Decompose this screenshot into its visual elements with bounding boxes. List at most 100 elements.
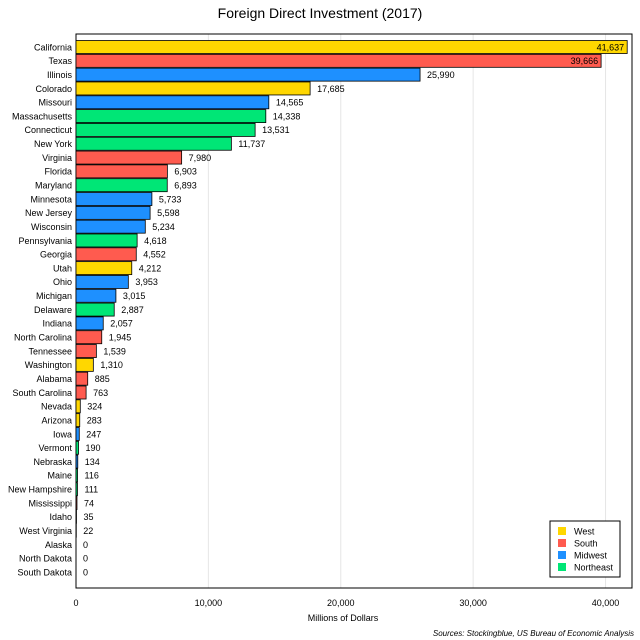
category-label: Missouri	[38, 98, 72, 108]
category-label: Connecticut	[24, 125, 72, 135]
bar-georgia	[75, 247, 137, 262]
bar-illinois	[75, 67, 421, 82]
value-label: 14,338	[273, 111, 301, 121]
value-label: 5,733	[159, 194, 182, 204]
x-tick-label: 30,000	[459, 598, 487, 608]
value-label: 22	[83, 526, 93, 536]
bar-maine	[75, 468, 78, 483]
bar-minnesota	[75, 192, 153, 206]
value-label: 5,234	[152, 222, 175, 232]
category-label: Maryland	[35, 181, 72, 191]
value-label: 6,903	[174, 167, 197, 177]
legend-swatch	[558, 527, 566, 535]
bar-utah	[75, 261, 133, 276]
category-label: North Dakota	[19, 554, 72, 564]
category-label: Ohio	[53, 277, 72, 287]
value-label: 4,552	[143, 250, 166, 260]
bar-delaware	[75, 302, 115, 317]
bar-wisconsin	[75, 219, 146, 234]
value-label: 6,893	[174, 181, 197, 191]
category-label: Idaho	[49, 512, 72, 522]
value-label: 247	[86, 429, 101, 439]
category-label: Washington	[25, 360, 72, 370]
chart-title: Foreign Direct Investment (2017)	[218, 5, 423, 21]
bar-new-jersey	[75, 205, 151, 220]
value-label: 116	[85, 471, 99, 481]
bar-virginia	[75, 150, 183, 165]
bar-iowa	[75, 427, 80, 441]
value-label: 39,666	[571, 56, 599, 66]
bar-new-hampshire	[75, 482, 78, 497]
legend-swatch	[558, 563, 566, 571]
category-label: Tennessee	[28, 346, 72, 356]
category-label: Nevada	[41, 402, 72, 412]
value-label: 4,212	[139, 263, 162, 273]
category-labels: California Texas Illinois Colorado Missouri M…	[8, 42, 73, 577]
bar-nevada	[75, 399, 81, 414]
bar-indiana	[75, 316, 104, 331]
value-label: 0	[83, 567, 88, 577]
category-label: Texas	[48, 56, 72, 66]
category-label: Minnesota	[30, 194, 72, 204]
value-label: 3,015	[123, 291, 146, 301]
category-label: Iowa	[53, 429, 72, 439]
value-label: 324	[87, 402, 102, 412]
category-label: Colorado	[35, 84, 72, 94]
x-axis-ticks: 0 10,000 20,000 30,000 40,000	[73, 598, 619, 608]
bar-mississippi	[75, 496, 78, 510]
bar-maryland	[75, 178, 168, 193]
category-label: Virginia	[42, 153, 72, 163]
value-label: 25,990	[427, 70, 455, 80]
x-axis-label: Millions of Dollars	[308, 613, 379, 623]
category-label: West Virginia	[19, 526, 72, 536]
x-tick-label: 40,000	[592, 598, 620, 608]
legend-swatch	[558, 551, 566, 559]
bar-nebraska	[75, 454, 79, 469]
x-tick-label: 0	[73, 598, 78, 608]
value-label: 190	[86, 443, 101, 453]
category-label: Maine	[47, 471, 72, 481]
bar-vermont	[75, 440, 79, 455]
bar-california	[75, 40, 628, 54]
category-label: Utah	[53, 263, 72, 273]
value-label: 7,980	[189, 153, 212, 163]
bar-florida	[75, 164, 168, 179]
value-label: 4,618	[144, 236, 167, 246]
legend: West South Midwest Northeast	[549, 520, 621, 578]
value-label: 1,310	[100, 360, 123, 370]
bar-colorado	[75, 81, 311, 96]
bars	[75, 40, 628, 538]
bar-arizona	[75, 413, 81, 428]
value-label: 17,685	[317, 84, 345, 94]
legend-swatch	[558, 539, 566, 547]
bar-alabama	[75, 371, 89, 386]
category-label: Alaska	[45, 540, 72, 550]
value-label: 35	[83, 512, 93, 522]
value-label: 2,057	[110, 319, 133, 329]
category-label: Vermont	[38, 443, 72, 453]
category-label: Indiana	[42, 319, 72, 329]
bar-south-carolina	[75, 385, 87, 400]
value-label: 134	[85, 457, 100, 467]
value-label: 763	[93, 388, 108, 398]
category-label: Georgia	[40, 250, 72, 260]
bar-pennsylvania	[75, 233, 138, 248]
category-label: Illinois	[47, 70, 73, 80]
category-label: Delaware	[34, 305, 72, 315]
category-label: South Dakota	[17, 567, 72, 577]
value-label: 3,953	[135, 277, 158, 287]
bar-new-york	[75, 136, 232, 151]
category-label: New Hampshire	[8, 485, 72, 495]
legend-entry: South	[574, 538, 598, 548]
value-label: 11,737	[238, 139, 265, 149]
category-label: Florida	[44, 167, 72, 177]
category-label: Wisconsin	[31, 222, 72, 232]
category-label: Nebraska	[33, 457, 72, 467]
bar-massachusetts	[75, 109, 267, 123]
value-label: 0	[83, 540, 88, 550]
source-note: Sources: Stockingblue, US Bureau of Econ…	[433, 629, 634, 638]
legend-entry: Midwest	[574, 550, 608, 560]
value-label: 1,945	[109, 333, 132, 343]
category-label: Massachusetts	[12, 111, 73, 121]
